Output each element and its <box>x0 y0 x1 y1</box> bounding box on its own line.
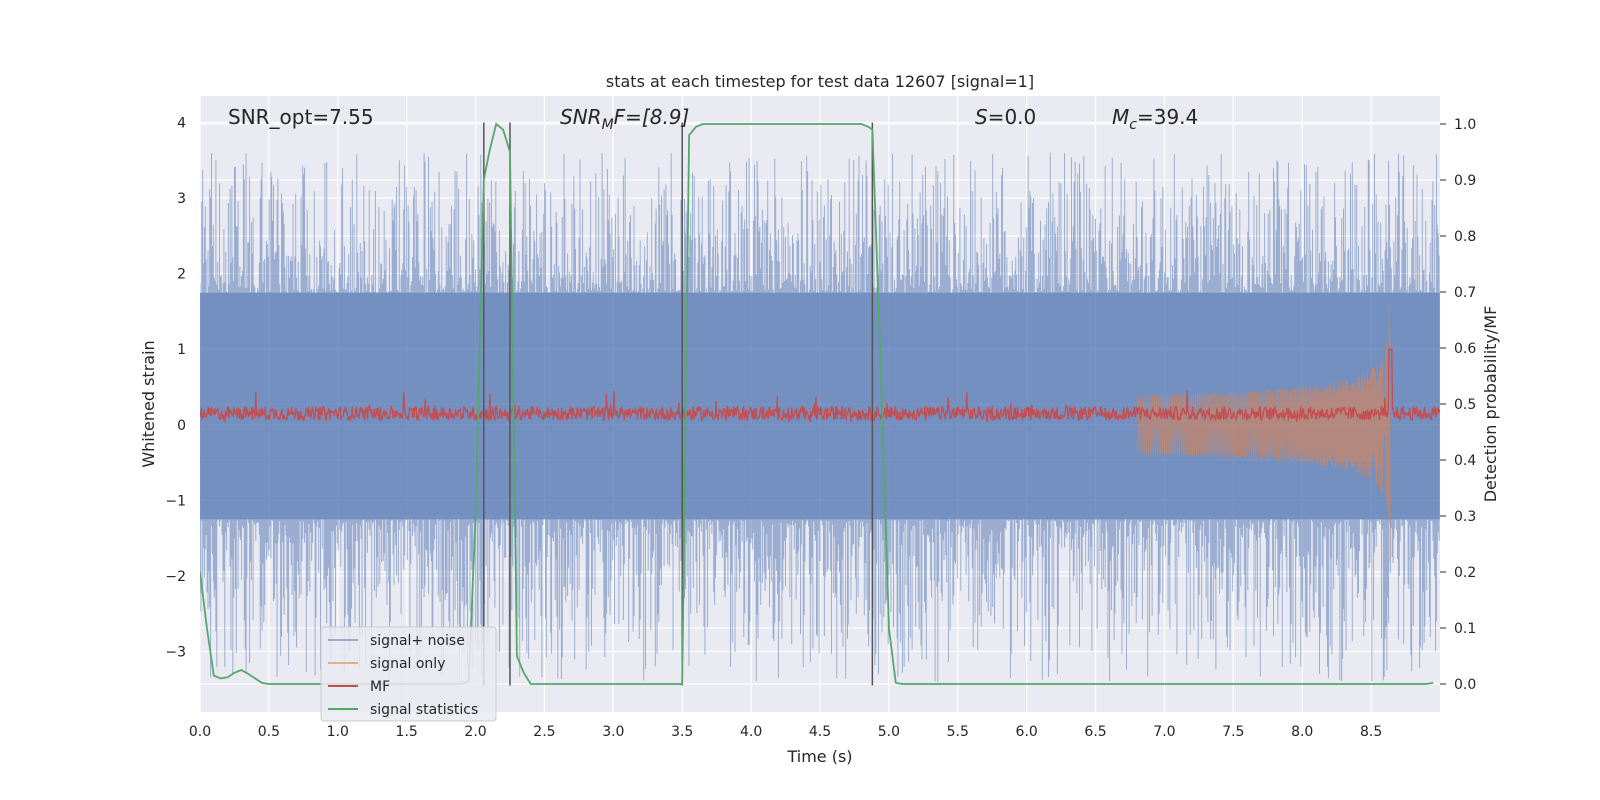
x-axis-label: Time (s) <box>786 747 852 766</box>
x-tick-label: 3.0 <box>602 724 624 740</box>
signal-statistics-line <box>200 122 1434 685</box>
y-tick-label: 1 <box>177 342 186 358</box>
legend-label-mf: MF <box>370 679 390 695</box>
y2-tick-label: 0.8 <box>1454 229 1476 245</box>
y-tick-label: −3 <box>165 645 186 661</box>
y2-tick-label: 0.0 <box>1454 677 1476 693</box>
series-layer <box>200 122 1440 686</box>
annotation-s-suffix: =0.0 <box>988 105 1037 129</box>
annotation-mc-sub: c <box>1129 117 1137 133</box>
annotation-snr-opt: SNR_opt=7.55 <box>228 105 374 129</box>
legend-label-signal: signal only <box>370 656 445 672</box>
legend: signal+ noise signal only MF signal stat… <box>320 626 497 722</box>
y-tick-label: −2 <box>165 569 186 585</box>
x-tick-label: 1.0 <box>327 724 349 740</box>
x-tick-label: 0.0 <box>189 724 211 740</box>
y-tick-label: 0 <box>177 418 186 434</box>
annotation-mc: Mc=39.4 <box>1112 105 1198 133</box>
annotation-snr-mf-base: SNR <box>560 105 602 129</box>
y2-tick-label: 0.2 <box>1454 565 1476 581</box>
x-tick-label: 2.5 <box>533 724 555 740</box>
y2-tick-label: 0.4 <box>1454 453 1476 469</box>
signal-only-line <box>1136 304 1391 562</box>
x-tick-label: 5.0 <box>878 724 900 740</box>
x-tick-label: 4.0 <box>740 724 762 740</box>
annotation-snr-mf: SNRMF=[8.9] <box>560 105 689 133</box>
y2-tick-label: 0.1 <box>1454 621 1476 637</box>
x-tick-label: 8.0 <box>1291 724 1313 740</box>
legend-label-noise: signal+ noise <box>370 633 465 649</box>
x-tick-label: 3.5 <box>671 724 693 740</box>
x-tick-label: 2.0 <box>464 724 486 740</box>
annotation-snr-mf-sub: M <box>602 117 614 133</box>
x-tick-label: 7.5 <box>1222 724 1244 740</box>
annotation-mc-base: M <box>1112 105 1129 129</box>
chart-title: stats at each timestep for test data 126… <box>606 72 1034 91</box>
x-tick-label: 6.0 <box>1016 724 1038 740</box>
y-tick-label: 4 <box>177 115 186 131</box>
y2-tick-label: 0.5 <box>1454 397 1476 413</box>
x-tick-label: 1.5 <box>396 724 418 740</box>
x-tick-label: 7.0 <box>1153 724 1175 740</box>
y2-tick-label: 1.0 <box>1454 117 1476 133</box>
annotation-snr-mf-suffix: F=[8.9] <box>614 105 690 129</box>
ticks: 0.0 0.5 1.0 1.5 2.0 2.5 3.0 3.5 4.0 4.5 5.0 5.5 6.0 6… <box>165 115 1476 740</box>
x-tick-label: 4.5 <box>809 724 831 740</box>
y2-tick-label: 0.3 <box>1454 509 1476 525</box>
x-tick-label: 0.5 <box>258 724 280 740</box>
y2-tick-label: 0.9 <box>1454 173 1476 189</box>
annotation-s-base: S <box>975 105 988 129</box>
y2-axis-label: Detection probability/MF <box>1481 306 1500 503</box>
y-tick-label: 3 <box>177 191 186 207</box>
y-axis-label: Whitened strain <box>139 340 158 467</box>
x-tick-label: 8.5 <box>1360 724 1382 740</box>
x-tick-label: 6.5 <box>1084 724 1106 740</box>
y2-tick-label: 0.7 <box>1454 285 1476 301</box>
legend-label-stats: signal statistics <box>370 702 478 718</box>
mf-line <box>200 348 1440 423</box>
annotation-s: S=0.0 <box>975 105 1036 129</box>
legend-box <box>320 626 497 722</box>
x-tick-label: 5.5 <box>947 724 969 740</box>
annotation-mc-suffix: =39.4 <box>1137 105 1198 129</box>
y2-tick-label: 0.6 <box>1454 341 1476 357</box>
y-tick-label: −1 <box>165 493 186 509</box>
y-tick-label: 2 <box>177 267 186 283</box>
